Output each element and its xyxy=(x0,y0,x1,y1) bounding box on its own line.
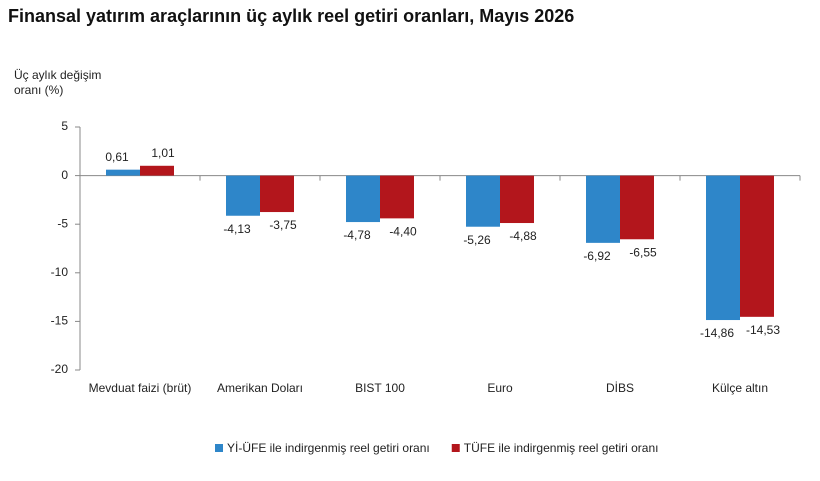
value-label: -4,88 xyxy=(509,229,537,243)
legend-label: Yİ-ÜFE ile indirgenmiş reel getiri oranı xyxy=(227,441,430,455)
bar xyxy=(740,175,774,317)
value-label: -6,92 xyxy=(583,249,611,263)
y-tick-label: -20 xyxy=(51,362,69,376)
legend-label: TÜFE ile indirgenmiş reel getiri oranı xyxy=(464,441,659,455)
value-label: -14,86 xyxy=(700,326,734,340)
x-tick-label: Euro xyxy=(487,381,513,395)
x-tick-label: Mevduat faizi (brüt) xyxy=(88,381,192,395)
y-axis-label: Üç aylık değişim oranı (%) xyxy=(14,68,102,97)
value-label: -14,53 xyxy=(746,323,780,337)
bar xyxy=(620,175,654,240)
y-tick-label: 0 xyxy=(61,168,68,182)
x-tick-label: DİBS xyxy=(605,381,634,395)
bar xyxy=(106,169,140,176)
bar xyxy=(226,175,260,216)
value-label: -4,13 xyxy=(223,222,251,236)
value-label: 0,61 xyxy=(105,150,129,164)
legend-swatch xyxy=(215,444,223,452)
bar xyxy=(380,175,414,219)
y-tick-label: 5 xyxy=(61,119,68,133)
legend-swatch xyxy=(451,444,460,452)
x-tick-label: BIST 100 xyxy=(355,381,405,395)
bar xyxy=(586,175,620,243)
y-tick-label: -15 xyxy=(51,314,69,328)
y-tick-label: -10 xyxy=(51,265,69,279)
x-tick-label: Amerikan Doları xyxy=(216,381,304,395)
value-label: -5,26 xyxy=(463,233,491,247)
bar xyxy=(706,175,740,321)
bar xyxy=(260,175,294,213)
value-label: 1,01 xyxy=(151,146,175,160)
bar xyxy=(346,175,380,223)
value-label: -4,40 xyxy=(389,225,417,239)
value-label: -4,78 xyxy=(343,228,371,242)
value-label: -3,75 xyxy=(269,218,297,232)
y-tick-label: -5 xyxy=(57,216,68,230)
chart-title: Finansal yatırım araçlarının üç aylık re… xyxy=(8,6,575,26)
value-label: -6,55 xyxy=(629,245,657,259)
x-tick-label: Külçe altın xyxy=(711,381,769,395)
bar xyxy=(140,165,174,176)
bar xyxy=(500,175,534,224)
bar xyxy=(466,175,500,227)
